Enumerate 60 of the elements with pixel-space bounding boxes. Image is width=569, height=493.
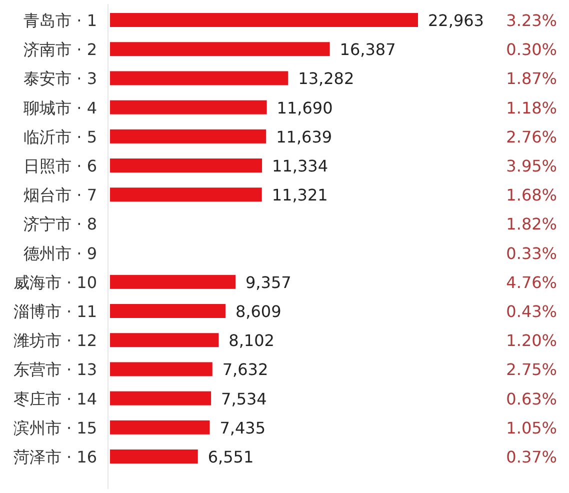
- bar: [110, 158, 262, 172]
- y-tick-label: 菏泽市 · 16: [13, 448, 97, 466]
- data-label: 7,534: [221, 389, 267, 408]
- text: 1.68%: [506, 186, 557, 205]
- data-label: 22,963: [428, 11, 484, 30]
- bar: [110, 188, 262, 202]
- data-label: 11,334: [272, 156, 328, 176]
- text: 0.33%: [506, 244, 557, 263]
- bar: [110, 129, 266, 144]
- bar: [110, 71, 288, 86]
- text: 1.05%: [506, 418, 557, 438]
- y-tick-label: 泰安市 · 3: [24, 69, 97, 88]
- data-label: 11,690: [276, 98, 333, 118]
- data-label: 7,435: [220, 418, 266, 438]
- data-label: 7,632: [222, 360, 268, 380]
- y-tick-label: 潍坊市 · 12: [13, 331, 97, 350]
- text: 0.63%: [506, 389, 557, 408]
- text: 0.37%: [506, 448, 557, 466]
- y-tick-label: 济南市 · 2: [24, 40, 97, 60]
- text: 0.30%: [506, 40, 557, 60]
- text: 3.23%: [506, 11, 557, 30]
- bar: [110, 13, 418, 27]
- text: 2.76%: [506, 127, 557, 146]
- text: 0.43%: [506, 302, 557, 321]
- y-tick-label: 临沂市 · 5: [24, 127, 97, 146]
- y-tick-label: 济宁市 · 8: [24, 214, 97, 234]
- text: 1.20%: [506, 331, 557, 350]
- y-tick-label: 德州市 · 9: [24, 244, 97, 263]
- y-tick-label: 日照市 · 6: [24, 156, 97, 176]
- data-label: 9,357: [246, 272, 292, 292]
- y-tick-label: 滨州市 · 15: [13, 418, 97, 438]
- text: 3.95%: [506, 156, 557, 176]
- y-tick-label: 威海市 · 10: [13, 272, 97, 292]
- y-tick-label: 聊城市 · 4: [24, 98, 97, 118]
- data-label: 8,102: [228, 331, 274, 350]
- bar: [110, 333, 219, 348]
- data-label: 16,387: [340, 40, 396, 60]
- bar: [110, 420, 210, 434]
- data-label: 11,321: [272, 186, 328, 205]
- text: 1.87%: [506, 69, 557, 88]
- y-tick-label: 淄博市 · 11: [13, 302, 97, 321]
- bar: [110, 42, 330, 56]
- bar: [110, 450, 198, 464]
- data-label: 13,282: [298, 69, 354, 88]
- y-tick-label: 青岛市 · 1: [24, 11, 97, 30]
- bar: [110, 391, 212, 406]
- data-label: 8,609: [235, 302, 282, 321]
- bar: [110, 274, 236, 289]
- bar: [110, 362, 212, 376]
- data-label: 11,639: [276, 127, 332, 146]
- text: 1.18%: [506, 98, 557, 118]
- text: 2.75%: [506, 360, 557, 380]
- bar: [110, 100, 267, 114]
- y-tick-label: 烟台市 · 7: [24, 186, 97, 205]
- text: 1.82%: [506, 214, 557, 234]
- y-tick-label: 枣庄市 · 14: [13, 389, 97, 408]
- bar: [110, 304, 226, 318]
- y-tick-label: 东营市 · 13: [13, 360, 97, 380]
- text: 4.76%: [506, 272, 557, 292]
- data-label: 6,551: [208, 448, 254, 466]
